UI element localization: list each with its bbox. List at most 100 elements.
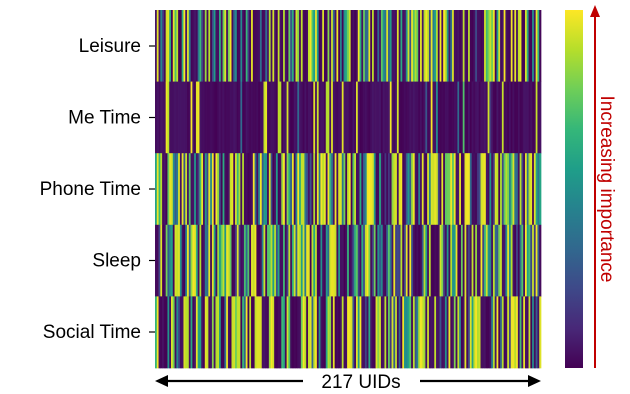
heatmap-cell (436, 81, 439, 154)
heatmap-cell (356, 10, 359, 82)
heatmap-cell (188, 296, 191, 369)
heatmap-cell (236, 81, 239, 154)
heatmap-cell (235, 153, 238, 226)
heatmap-cell (323, 10, 327, 82)
heatmap-cell (460, 81, 464, 154)
heatmap-cell (402, 224, 405, 297)
heatmap-cell (174, 153, 177, 226)
heatmap-cell (539, 10, 542, 82)
heatmap-cell (331, 296, 334, 369)
heatmap-cell (171, 153, 174, 226)
heatmap-cell (300, 296, 303, 369)
heatmap-cell (320, 10, 323, 82)
heatmap-cell (208, 224, 211, 297)
heatmap-cell (219, 153, 222, 226)
heatmap-cell (478, 224, 481, 297)
heatmap-cell (414, 81, 417, 154)
heatmap-cell (480, 224, 483, 297)
heatmap-cell (359, 224, 362, 297)
heatmap-cell (528, 224, 531, 297)
heatmap-cell (229, 81, 232, 154)
row-ticks (149, 45, 155, 333)
heatmap-cell (391, 10, 394, 82)
heatmap-cell (464, 224, 467, 297)
heatmap-cell (261, 296, 264, 369)
heatmap-cell (423, 81, 426, 154)
heatmap-cell (323, 224, 327, 297)
heatmap-cell (466, 81, 469, 154)
heatmap-cell (416, 296, 419, 369)
heatmap-cell (462, 81, 465, 154)
importance-arrow-head (590, 5, 600, 17)
heatmap-cell (347, 153, 350, 226)
heatmap-cell (254, 10, 257, 82)
heatmap-cell (331, 224, 334, 297)
heatmap-cell (404, 224, 407, 297)
heatmap-cell (307, 153, 311, 226)
heatmap-cell (263, 224, 266, 297)
heatmap-cell (386, 10, 389, 82)
heatmap-cell (407, 153, 410, 226)
heatmap-cell (297, 153, 300, 226)
heatmap-cell (382, 224, 385, 297)
heatmap-cell (386, 153, 389, 226)
heatmap-cell (279, 224, 282, 297)
heatmap-cell (195, 153, 199, 226)
heatmap-cell (348, 153, 352, 226)
heatmap-cell (430, 153, 433, 226)
heatmap-cell (302, 224, 305, 297)
heatmap-cell (484, 296, 487, 369)
heatmap-cell (535, 224, 538, 297)
heatmap-cell (430, 10, 433, 82)
heatmap-cell (357, 81, 360, 154)
heatmap-cell (281, 81, 284, 154)
heatmap-cell (313, 10, 316, 82)
heatmap-cell (300, 81, 303, 154)
heatmap-cell (402, 153, 405, 226)
heatmap-cell (334, 81, 337, 154)
row-label-leisure: Leisure (79, 36, 141, 57)
heatmap-cell (238, 296, 241, 369)
heatmap-cell (423, 10, 426, 82)
heatmap-cell (311, 153, 314, 226)
heatmap-cell (197, 81, 200, 154)
heatmap-cell (508, 296, 512, 369)
heatmap-cell (247, 153, 250, 226)
heatmap-cell (501, 224, 504, 297)
heatmap-cell (450, 224, 453, 297)
heatmap-cell (444, 153, 448, 226)
heatmap-cell (537, 153, 540, 226)
heatmap-cell (261, 153, 264, 226)
heatmap-cell (181, 153, 184, 226)
heatmap-cell (357, 10, 360, 82)
heatmap-cell (364, 10, 368, 82)
heatmap-cell (530, 296, 533, 369)
heatmap-cell (357, 153, 360, 226)
heatmap-cell (414, 153, 417, 226)
heatmap-cell (437, 10, 440, 82)
heatmap-cell (370, 296, 373, 369)
heatmap-cell (352, 296, 355, 369)
heatmap-cell (405, 224, 408, 297)
heatmap-cell (247, 10, 250, 82)
heatmap-cell (348, 296, 352, 369)
heatmap-grid (155, 10, 542, 369)
heatmap-cell (521, 224, 524, 297)
heatmap-cell (211, 153, 215, 226)
heatmap-cell (178, 296, 181, 369)
heatmap-cell (203, 10, 206, 82)
heatmap-cell (215, 10, 218, 82)
heatmap-cell (235, 81, 238, 154)
heatmap-cell (199, 10, 202, 82)
heatmap-cell (395, 296, 398, 369)
heatmap-cell (160, 81, 163, 154)
heatmap-cell (482, 153, 485, 226)
heatmap-cell (441, 10, 444, 82)
heatmap-cell (354, 81, 357, 154)
heatmap-cell (480, 81, 483, 154)
heatmap-cell (510, 224, 513, 297)
heatmap-cell (171, 224, 174, 297)
heatmap-cell (516, 10, 519, 82)
heatmap-cell (510, 153, 513, 226)
heatmap-cell (197, 296, 200, 369)
